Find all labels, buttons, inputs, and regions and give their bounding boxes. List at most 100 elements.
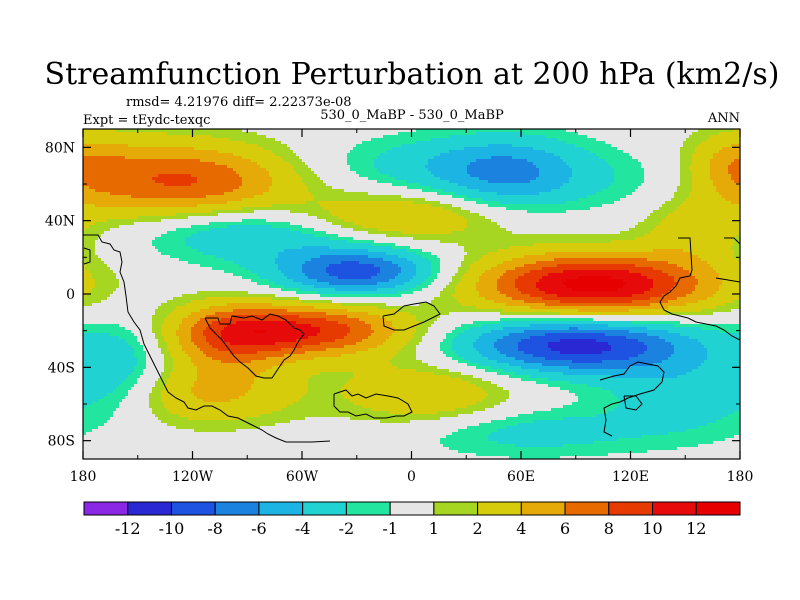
field-cell (482, 141, 486, 145)
field-cell (503, 150, 507, 154)
field-cell (566, 138, 570, 142)
field-cell (278, 144, 282, 148)
field-cell (362, 135, 366, 139)
field-cell (458, 156, 462, 160)
field-cell (482, 150, 486, 154)
field-cell (428, 153, 432, 157)
field-cell (293, 171, 297, 175)
field-cell (185, 132, 189, 136)
field-cell (713, 156, 717, 160)
field-cell (572, 156, 576, 160)
field-cell (203, 168, 207, 172)
field-cell (395, 141, 399, 145)
field-cell (125, 135, 129, 139)
field-cell (473, 141, 477, 145)
field-cell (341, 147, 345, 151)
field-cell (233, 162, 237, 166)
field-cell (428, 147, 432, 151)
field-cell (116, 153, 120, 157)
field-cell (128, 141, 132, 145)
field-cell (314, 132, 318, 136)
field-cell (527, 162, 531, 166)
field-cell (566, 165, 570, 169)
field-cell (347, 159, 351, 163)
field-cell (200, 171, 204, 175)
field-cell (512, 135, 516, 139)
field-cell (92, 135, 96, 139)
field-cell (728, 159, 732, 163)
field-cell (341, 138, 345, 142)
field-cell (221, 135, 225, 139)
field-cell (377, 165, 381, 169)
field-cell (353, 168, 357, 172)
field-cell (512, 165, 516, 169)
field-cell (494, 153, 498, 157)
field-cell (713, 132, 717, 136)
field-cell (242, 159, 246, 163)
field-cell (524, 138, 528, 142)
field-cell (251, 144, 255, 148)
field-cell (197, 129, 201, 133)
field-cell (470, 129, 474, 133)
field-cell (608, 138, 612, 142)
field-cell (104, 147, 108, 151)
field-cell (290, 135, 294, 139)
contour-field (83, 129, 740, 459)
field-cell (632, 168, 636, 172)
field-cell (566, 129, 570, 133)
field-cell (563, 156, 567, 160)
field-cell (380, 129, 384, 133)
field-cell (320, 168, 324, 172)
field-cell (599, 132, 603, 136)
field-cell (560, 162, 564, 166)
field-cell (185, 153, 189, 157)
field-cell (506, 168, 510, 172)
field-cell (347, 165, 351, 169)
field-cell (308, 165, 312, 169)
field-cell (149, 168, 153, 172)
field-cell (494, 129, 498, 133)
field-cell (194, 129, 198, 133)
field-cell (485, 168, 489, 172)
field-cell (503, 153, 507, 157)
field-cell (197, 153, 201, 157)
field-cell (233, 144, 237, 148)
field-cell (299, 135, 303, 139)
field-cell (344, 156, 348, 160)
field-cell (668, 135, 672, 139)
field-cell (275, 162, 279, 166)
field-cell (599, 147, 603, 151)
field-cell (86, 156, 90, 160)
field-cell (191, 150, 195, 154)
field-cell (623, 129, 627, 133)
field-cell (497, 138, 501, 142)
field-cell (458, 135, 462, 139)
field-cell (407, 129, 411, 133)
field-cell (338, 162, 342, 166)
field-cell (212, 147, 216, 151)
field-cell (428, 156, 432, 160)
field-cell (413, 159, 417, 163)
field-cell (221, 171, 225, 175)
field-cell (242, 138, 246, 142)
field-cell (125, 162, 129, 166)
field-cell (356, 147, 360, 151)
field-cell (443, 135, 447, 139)
field-cell (551, 162, 555, 166)
field-cell (431, 153, 435, 157)
field-cell (488, 129, 492, 133)
field-cell (275, 159, 279, 163)
field-cell (626, 129, 630, 133)
field-cell (284, 168, 288, 172)
field-cell (401, 162, 405, 166)
field-cell (392, 147, 396, 151)
field-cell (641, 156, 645, 160)
field-cell (437, 168, 441, 172)
field-cell (149, 129, 153, 133)
field-cell (371, 132, 375, 136)
field-cell (101, 168, 105, 172)
field-cell (521, 135, 525, 139)
field-cell (560, 147, 564, 151)
field-cell (314, 150, 318, 154)
field-cell (89, 156, 93, 160)
